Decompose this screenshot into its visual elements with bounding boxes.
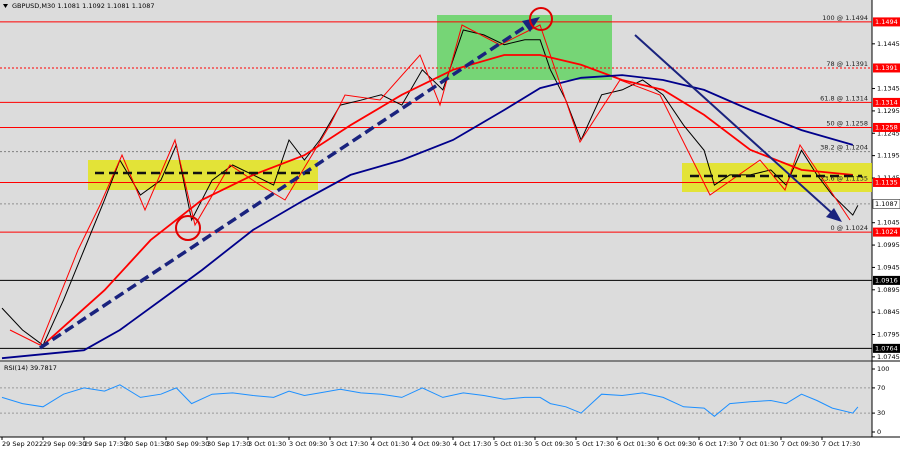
- x-tick-label: 7 Oct 09:30: [781, 440, 819, 448]
- zone: [437, 15, 612, 80]
- x-tick-label: 4 Oct 17:30: [453, 440, 491, 448]
- y-tick-label: 1.0995: [877, 241, 900, 249]
- y-tick-label: 1.1345: [877, 85, 900, 93]
- level-box: [873, 177, 900, 187]
- trend-arrow: [634, 34, 834, 215]
- level-box-label: 1.1258: [875, 123, 898, 131]
- x-tick-label: 5 Oct 17:30: [576, 440, 614, 448]
- level-box: [872, 199, 900, 209]
- rsi-label: RSI(14) 39.7817: [4, 364, 57, 372]
- y-tick-label: 1.1195: [877, 152, 900, 160]
- level-label: 38.2 @ 1.1204: [820, 144, 868, 152]
- level-box: [873, 63, 900, 73]
- x-tick-label: 5 Oct 09:30: [535, 440, 573, 448]
- x-tick-label: 29 Sep 09:30: [43, 440, 86, 448]
- level-label: 61.8 @ 1.1314: [820, 94, 868, 102]
- y-tick-label: 1.0845: [877, 308, 900, 316]
- level-label: 0 @ 1.1024: [830, 224, 868, 232]
- x-tick-label: 29 Sep 2022: [2, 440, 43, 448]
- rsi-tick-label: 100: [877, 365, 889, 373]
- x-tick-label: 6 Oct 01:30: [617, 440, 655, 448]
- level-box-label: 1.0764: [875, 344, 898, 352]
- rsi-tick-label: 70: [877, 384, 885, 392]
- x-tick-label: 3 Oct 09:30: [289, 440, 327, 448]
- x-tick-label: 6 Oct 09:30: [658, 440, 696, 448]
- x-tick-label: 6 Oct 17:30: [699, 440, 737, 448]
- x-tick-label: 5 Oct 01:30: [494, 440, 532, 448]
- y-tick-label: 1.0895: [877, 286, 900, 294]
- zone: [682, 163, 872, 192]
- x-tick-label: 30 Sep 01:30: [125, 440, 168, 448]
- arrow-head: [826, 208, 842, 222]
- rsi-line: [1, 384, 859, 417]
- level-label: 23.6 @ 1.1135: [820, 174, 868, 182]
- level-box-label: 1.1494: [875, 18, 898, 26]
- level-label: 100 @ 1.1494: [822, 14, 868, 22]
- y-tick-label: 1.1245: [877, 129, 900, 137]
- x-tick-label: 3 Oct 01:30: [248, 440, 286, 448]
- y-tick-label: 1.1445: [877, 40, 900, 48]
- y-tick-label: 1.0795: [877, 331, 900, 339]
- level-box: [873, 275, 900, 285]
- level-label: 78 @ 1.1391: [826, 60, 868, 68]
- level-label: 50 @ 1.1258: [826, 119, 868, 127]
- x-tick-label: 4 Oct 09:30: [412, 440, 450, 448]
- rsi-tick-label: 30: [877, 409, 885, 417]
- x-tick-label: 3 Oct 17:30: [330, 440, 368, 448]
- level-box: [873, 97, 900, 107]
- highlight-circle: [529, 7, 553, 31]
- x-tick-label: 30 Sep 09:30: [166, 440, 209, 448]
- y-tick-label: 1.1045: [877, 219, 900, 227]
- highlight-circle: [175, 215, 201, 241]
- x-tick-label: 30 Sep 17:30: [207, 440, 250, 448]
- y-tick-label: 1.0745: [877, 353, 900, 361]
- x-tick-label: 4 Oct 01:30: [371, 440, 409, 448]
- title-icon: [3, 4, 8, 8]
- rsi-tick-label: 0: [877, 428, 881, 436]
- level-box: [873, 17, 900, 27]
- level-box-label: 1.0916: [875, 276, 898, 284]
- x-tick-label: 7 Oct 01:30: [740, 440, 778, 448]
- level-box-label: 1.1391: [875, 64, 898, 72]
- level-box-label: 1.1314: [875, 98, 898, 106]
- level-box-label: 1.1087: [875, 200, 898, 208]
- level-box-label: 1.1135: [875, 178, 898, 186]
- x-tick-label: 29 Sep 17:30: [84, 440, 127, 448]
- rsi-panel: [0, 362, 872, 437]
- level-box: [873, 343, 900, 353]
- moving-average: [42, 54, 853, 346]
- chart-title: GBPUSD,M30 1.1081 1.1092 1.1081 1.1087: [12, 2, 155, 10]
- level-box: [873, 122, 900, 132]
- level-box: [873, 227, 900, 237]
- trend-arrow: [39, 23, 529, 350]
- level-box-label: 1.1024: [875, 228, 898, 236]
- y-tick-label: 1.0945: [877, 263, 900, 271]
- y-tick-label: 1.1295: [877, 107, 900, 115]
- moving-average: [1, 74, 854, 360]
- x-tick-label: 7 Oct 17:30: [822, 440, 860, 448]
